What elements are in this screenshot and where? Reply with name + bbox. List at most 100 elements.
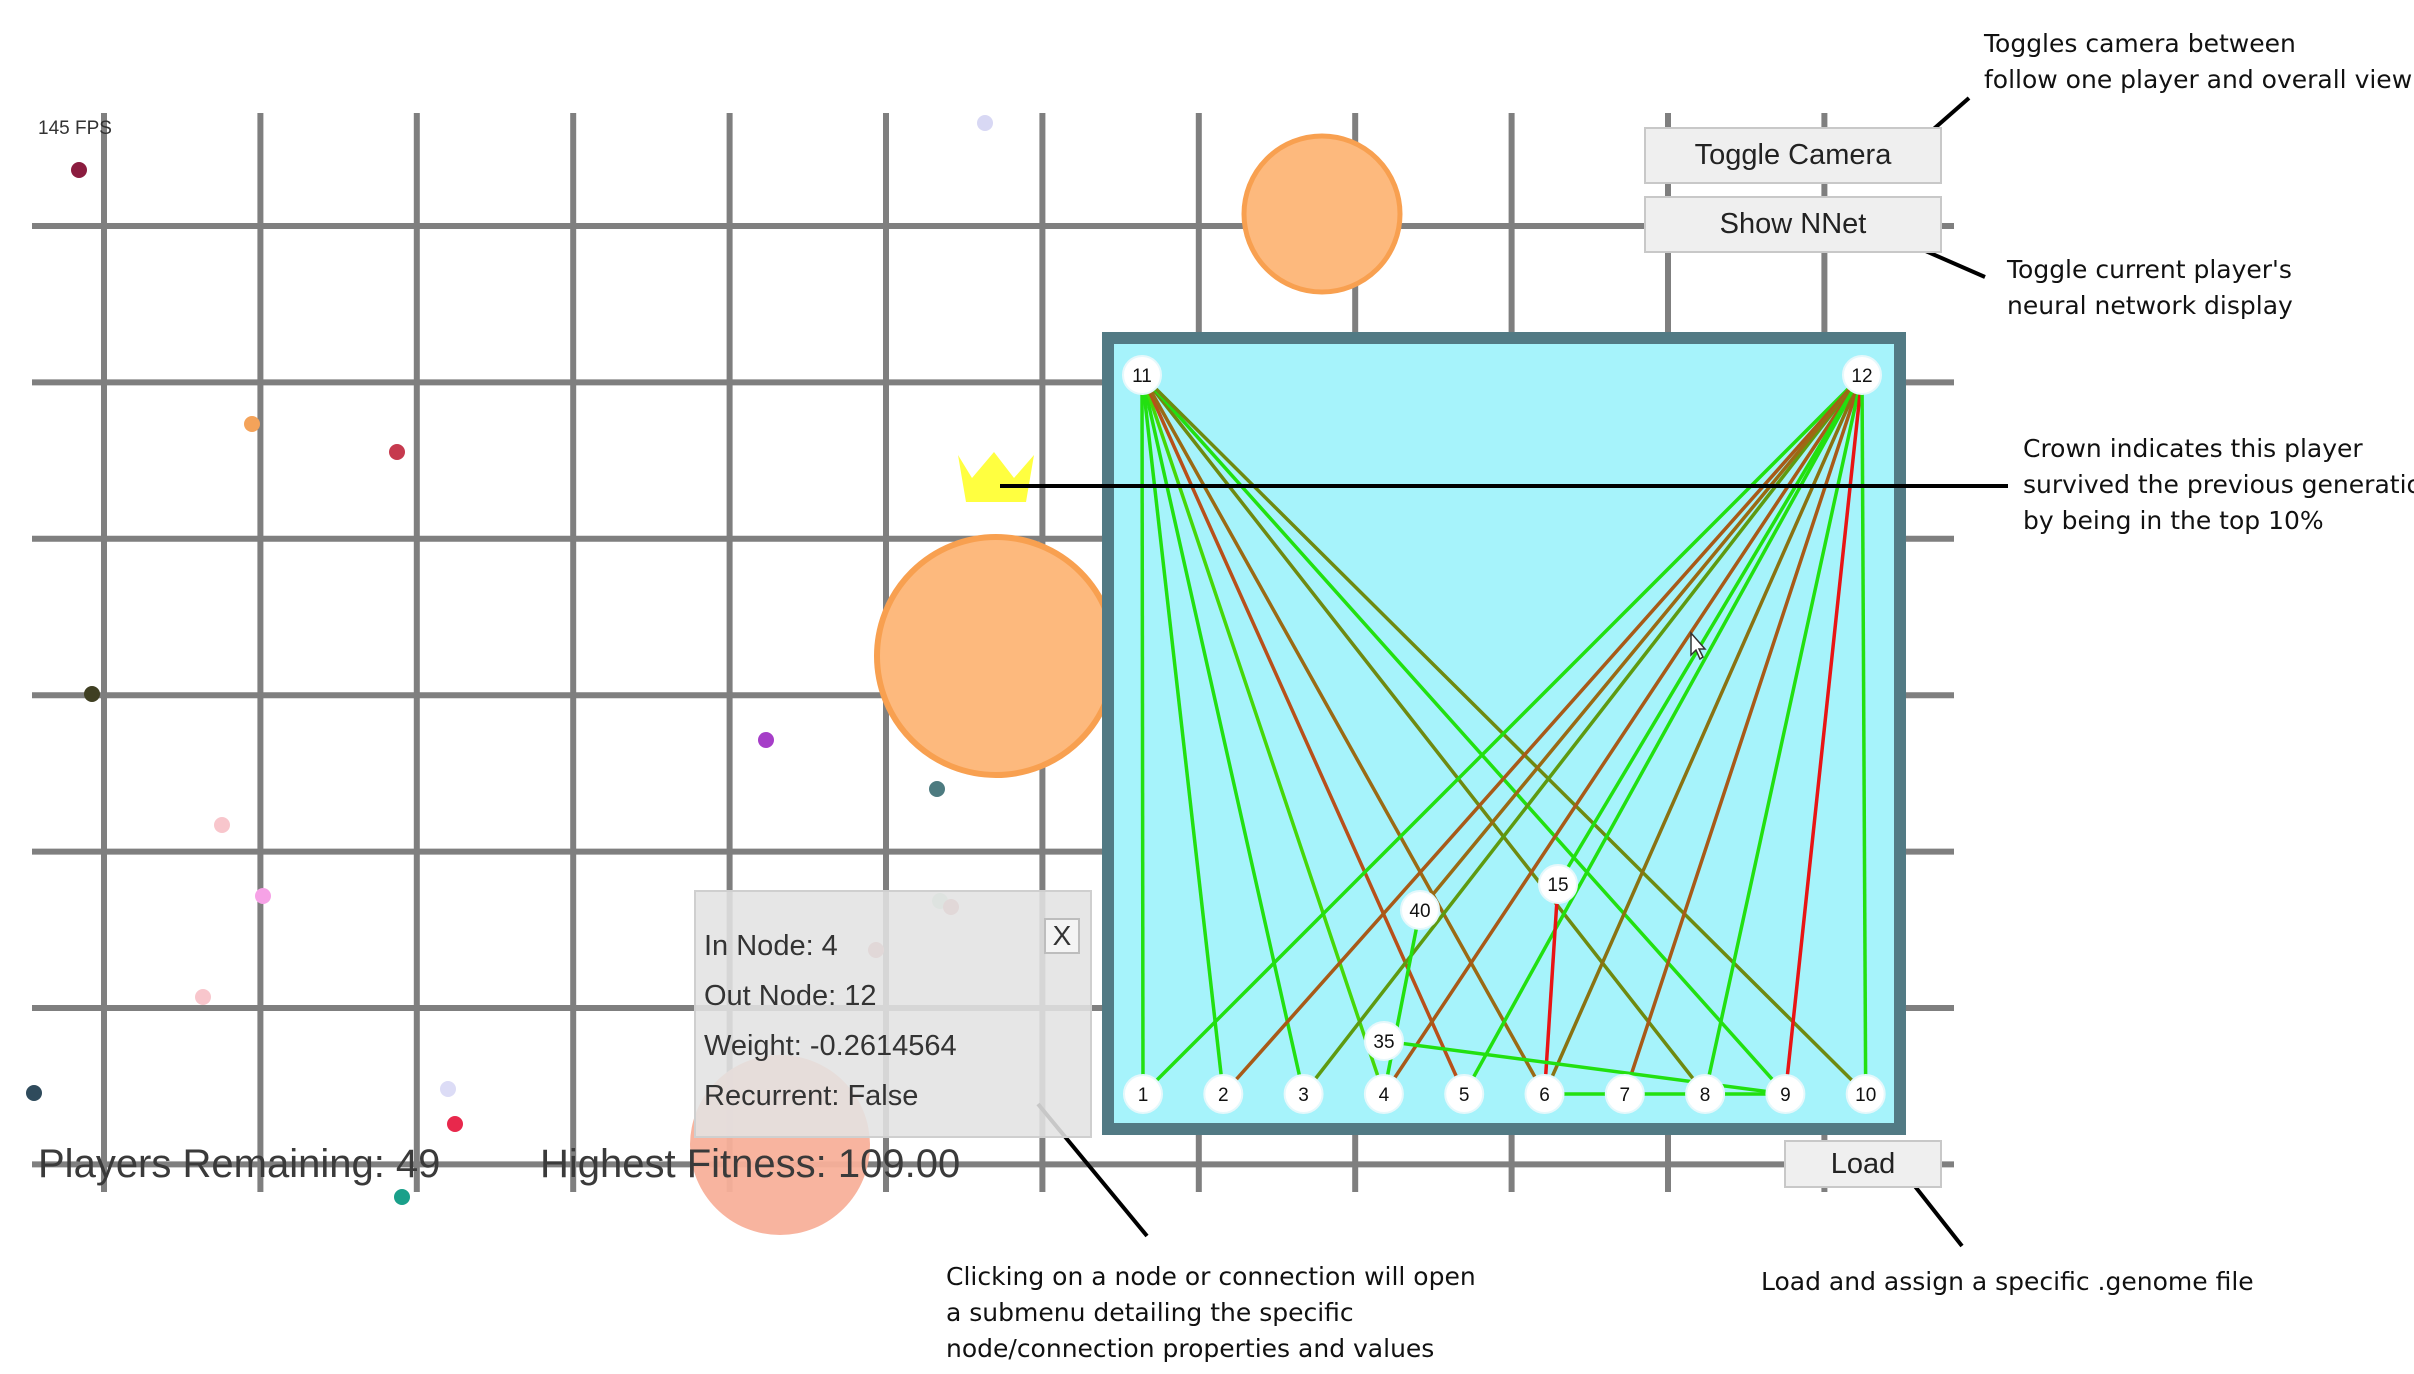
node-circle [1685,1074,1726,1114]
node-circle [1364,1021,1404,1061]
node-circle [1604,1074,1645,1114]
node-circle [1203,1074,1244,1114]
connection-2-11[interactable] [1140,374,1226,1095]
node-label: 9 [1780,1085,1791,1106]
node-circle [1845,1074,1886,1114]
food-pellet [71,162,87,178]
recurrent-value: Recurrent: False [704,1080,919,1112]
food-pellet [255,888,271,904]
node-7[interactable]: 7 [1604,1074,1645,1114]
node-label: 40 [1409,901,1430,922]
callout-line-load [1908,1178,1964,1248]
node-label: 8 [1700,1085,1711,1106]
node-label: 11 [1132,366,1152,387]
connection-3-11[interactable] [1140,374,1306,1095]
node-12[interactable]: 12 [1842,355,1882,395]
node-label: 12 [1851,366,1872,387]
node-circle [1524,1074,1565,1114]
node-label: 2 [1218,1085,1229,1106]
annotation-submenu: Clicking on a node or connection will op… [946,1259,1476,1367]
connection-3-12[interactable] [1302,373,1864,1096]
connection-40-12[interactable] [1418,373,1864,912]
node-label: 6 [1539,1085,1550,1106]
node-label: 3 [1298,1085,1309,1106]
food-pellet [394,1189,410,1205]
node-circle [1538,864,1578,904]
food-pellet [977,115,993,131]
node-3[interactable]: 3 [1283,1074,1324,1114]
connection-15-12[interactable] [1556,374,1864,885]
connection-2-12[interactable] [1221,373,1864,1096]
node-11[interactable]: 11 [1122,355,1162,395]
connection-6-12[interactable] [1542,374,1864,1095]
node-40[interactable]: 40 [1400,890,1440,930]
in-node-value: In Node: 4 [704,930,838,962]
connection-4-11[interactable] [1140,374,1386,1095]
node-label: 4 [1379,1085,1390,1106]
connection-4-40[interactable] [1382,909,1422,1095]
annotation-line: a submenu detailing the specific [946,1298,1354,1327]
connection-8-12[interactable] [1703,374,1864,1095]
node-circle [1842,355,1882,395]
node-label: 1 [1138,1085,1149,1106]
annotation-line: Clicking on a node or connection will op… [946,1262,1476,1291]
connection-4-12[interactable] [1382,374,1864,1095]
node-circle [1283,1074,1324,1114]
connection-1-12[interactable] [1141,373,1864,1096]
connection-9-12[interactable] [1783,374,1864,1095]
food-pellet [929,781,945,797]
node-label: 10 [1855,1085,1876,1106]
node-2[interactable]: 2 [1203,1074,1244,1114]
annotation-line: Toggle current player's [2007,255,2292,284]
annotation-show-nnet: Toggle current player's neural network d… [2007,252,2293,324]
annotation-line: Crown indicates this player [2023,434,2363,463]
annotation-line: Load and assign a specific .genome file [1761,1267,2254,1296]
node-9[interactable]: 9 [1765,1074,1806,1114]
node-35[interactable]: 35 [1364,1021,1404,1061]
food-pellet [440,1081,456,1097]
connection-6-15[interactable] [1542,883,1560,1095]
food-pellet [758,732,774,748]
node-15[interactable]: 15 [1538,864,1578,904]
annotation-load: Load and assign a specific .genome file [1761,1264,2254,1300]
connection-1-11[interactable] [1140,374,1145,1095]
connection-7-12[interactable] [1623,374,1864,1095]
node-6[interactable]: 6 [1524,1074,1565,1114]
node-circle [1123,1074,1163,1114]
node-8[interactable]: 8 [1685,1074,1726,1114]
food-pellet [244,416,260,432]
connection-5-11[interactable] [1140,374,1466,1095]
connection-details-submenu: In Node: 4 Out Node: 12 Weight: -0.26145… [694,890,1092,1138]
crown-icon [958,452,1034,502]
node-circle [1765,1074,1806,1114]
node-circle [1122,355,1162,395]
annotation-line: follow one player and overall view [1984,65,2413,94]
toggle-camera-button[interactable]: Toggle Camera [1644,127,1942,184]
close-button[interactable]: X [1044,918,1080,954]
load-button[interactable]: Load [1784,1140,1942,1188]
node-label: 7 [1620,1085,1631,1106]
node-1[interactable]: 1 [1123,1074,1163,1114]
node-4[interactable]: 4 [1363,1074,1404,1114]
show-nnet-button[interactable]: Show NNet [1644,196,1942,253]
annotation-toggle-camera: Toggles camera between follow one player… [1984,26,2412,98]
node-circle [1363,1074,1404,1114]
connection-8-11[interactable] [1140,373,1707,1096]
annotation-crown: Crown indicates this player survived the… [2023,431,2414,539]
node-5[interactable]: 5 [1444,1074,1485,1114]
mouse-cursor-icon [1690,631,1707,661]
annotation-line: neural network display [2007,291,2293,320]
food-pellet [447,1116,463,1132]
node-10[interactable]: 10 [1845,1074,1886,1114]
food-pellet [84,686,100,702]
connection-5-12[interactable] [1462,374,1864,1095]
node-label: 35 [1373,1032,1394,1053]
fps-counter: 145 FPS [38,118,112,139]
connection-6-11[interactable] [1140,374,1547,1095]
annotation-line: Toggles camera between [1984,29,2296,58]
connection-9-11[interactable] [1140,373,1787,1096]
food-pellet [26,1085,42,1101]
connection-10-12[interactable] [1860,374,1868,1095]
